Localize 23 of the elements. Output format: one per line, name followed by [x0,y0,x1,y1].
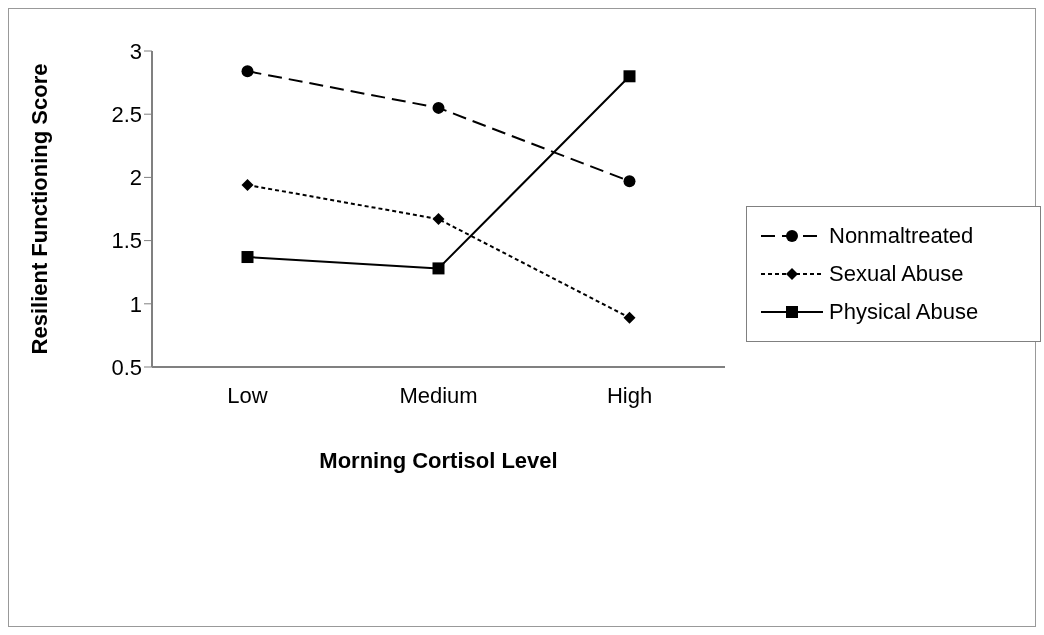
y-tick-label: 2 [129,165,142,191]
point [432,262,445,275]
y-tick-label: 0.5 [111,354,142,380]
y-tick-label: 1 [129,291,142,317]
point [623,311,636,324]
x-tick-label: High [606,382,653,408]
point [623,175,636,188]
point [241,178,254,191]
y-tick-label: 2.5 [111,102,142,128]
point [432,101,445,114]
point [623,70,636,83]
point [241,65,254,78]
x-tick-label: Low [227,382,268,408]
point [432,213,445,226]
y-tick-label: 1.5 [111,228,142,254]
point [241,251,254,264]
y-axis-title: Resilient Functioning Score [26,63,52,355]
x-tick-label: Medium [399,382,478,408]
x-axis-title: Morning Cortisol Level [319,448,558,473]
legend-label: Nonmaltreated [829,223,974,249]
legend-label: Physical Abuse [829,299,979,325]
legend-label: Sexual Abuse [829,261,964,287]
y-tick-label: 3 [129,38,142,64]
